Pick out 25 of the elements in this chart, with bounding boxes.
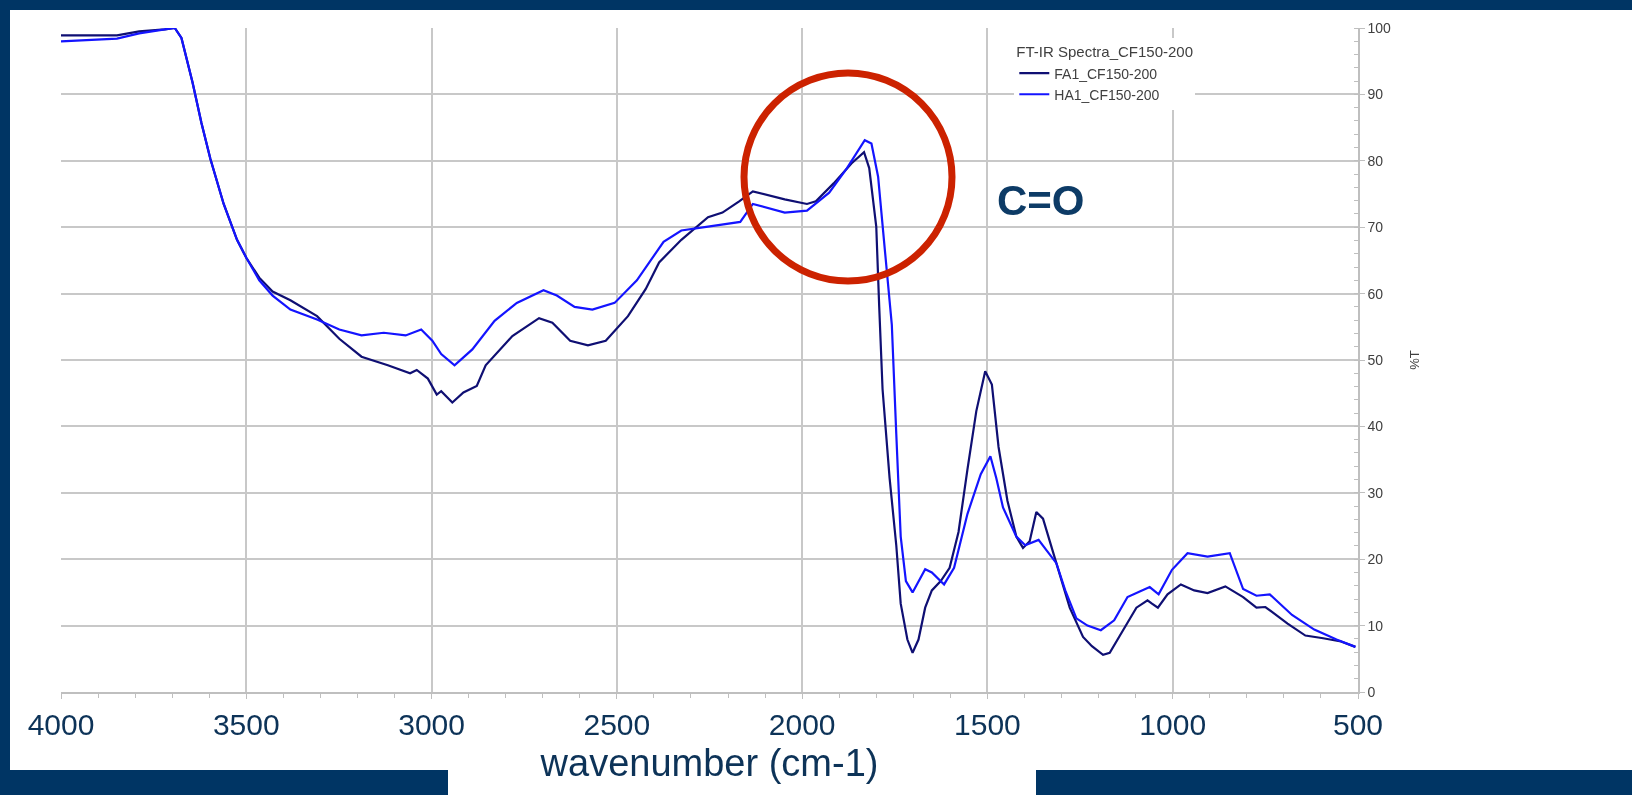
- y-tick-label: 0: [1367, 683, 1376, 700]
- annotation: C=O: [997, 177, 1085, 224]
- y-tick-label: 50: [1367, 351, 1384, 368]
- y-tick-label: 30: [1367, 484, 1384, 501]
- y-tick-label: 20: [1367, 551, 1384, 568]
- x-tick-label: 2500: [583, 707, 651, 741]
- x-tick-label: 3000: [398, 707, 465, 741]
- y-tick-label: 80: [1367, 152, 1384, 169]
- y-tick-label: 90: [1367, 86, 1384, 103]
- legend-label: FA1_CF150-200: [1054, 65, 1158, 82]
- x-tick-label: 1500: [954, 707, 1021, 741]
- y-tick-label: 70: [1367, 219, 1384, 236]
- y-axis-title: %T: [1407, 350, 1423, 370]
- x-tick-label: 500: [1332, 707, 1384, 741]
- legend-label: HA1_CF150-200: [1054, 86, 1160, 103]
- y-tick-label: 10: [1367, 617, 1384, 634]
- y-tick-label: 100: [1367, 19, 1392, 36]
- x-tick-label: 3500: [212, 707, 280, 741]
- y-tick-label: 60: [1367, 285, 1384, 302]
- x-tick-label: 2000: [768, 707, 836, 741]
- x-tick-label: 4000: [27, 707, 95, 741]
- legend-title: FT-IR Spectra_CF150-200: [1016, 43, 1194, 61]
- y-tick-label: 40: [1367, 418, 1384, 435]
- x-tick-label: 1000: [1139, 707, 1207, 741]
- x-axis-title: wavenumber (cm-1): [539, 742, 879, 785]
